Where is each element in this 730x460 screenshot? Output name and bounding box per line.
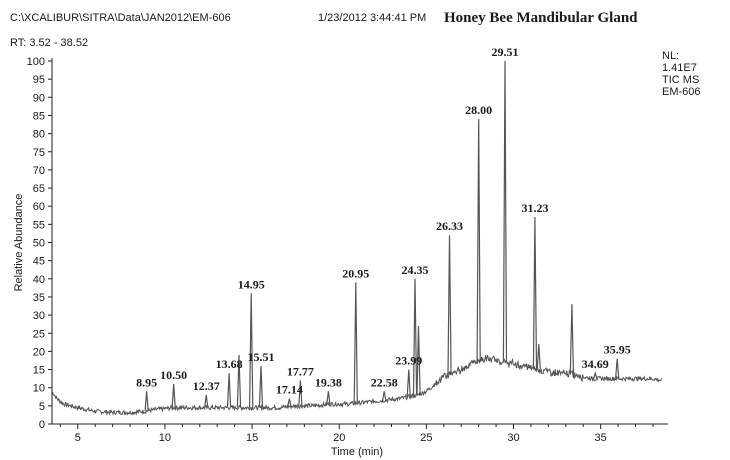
info-nl-value: 1.41E7: [662, 62, 697, 74]
x-tick-label: 15: [246, 432, 258, 444]
y-tick-label: 30: [33, 310, 45, 322]
x-tick-label: 10: [159, 432, 171, 444]
x-tick-label: 30: [507, 432, 519, 444]
peak-label: 14.95: [238, 277, 265, 291]
y-tick-label: 15: [33, 365, 45, 377]
peak-line: [144, 391, 149, 411]
peak-line: [298, 380, 303, 406]
y-tick-label: 100: [27, 56, 45, 68]
y-tick-label: 0: [39, 419, 45, 431]
peak-label: 28.00: [465, 103, 492, 117]
peak-label: 13.68: [216, 357, 243, 371]
y-tick-label: 45: [33, 256, 45, 268]
peak-label: 34.69: [582, 357, 609, 371]
y-tick-label: 95: [33, 74, 45, 86]
y-tick-label: 55: [33, 219, 45, 231]
rt-range: RT: 3.52 - 38.52: [10, 37, 89, 49]
baseline-trace: [51, 354, 663, 417]
peak-line: [416, 325, 421, 395]
y-tick-label: 75: [33, 147, 45, 159]
y-tick-label: 25: [33, 328, 45, 340]
acquisition-timestamp: 1/23/2012 3:44:41 PM: [318, 12, 427, 24]
peak-line: [249, 293, 254, 408]
y-tick-label: 50: [33, 238, 45, 250]
peak-label: 23.99: [395, 354, 422, 368]
peak-line: [593, 371, 598, 379]
y-tick-label: 60: [33, 201, 45, 213]
peak-label: 24.35: [402, 263, 429, 277]
y-tick-label: 70: [33, 165, 45, 177]
x-tick-label: 35: [595, 432, 607, 444]
peak-label: 22.58: [371, 375, 398, 389]
peak-line: [353, 282, 358, 404]
peak-line: [204, 394, 209, 408]
peak-label: 12.37: [193, 379, 220, 393]
chart-title: Honey Bee Mandibular Gland: [444, 10, 638, 26]
peak-label: 10.50: [160, 368, 187, 382]
peak-line: [476, 119, 481, 361]
y-tick-label: 10: [33, 383, 45, 395]
peak-line: [287, 398, 292, 407]
peak-line: [502, 60, 508, 363]
peak-line: [532, 217, 538, 369]
peak-line: [226, 373, 232, 408]
peak-label: 29.51: [491, 45, 518, 59]
peak-line: [171, 384, 176, 408]
peak-line: [258, 365, 264, 408]
y-tick-label: 40: [33, 274, 45, 286]
peak-label: 19.38: [315, 375, 342, 389]
y-tick-label: 90: [33, 92, 45, 104]
peak-label: 31.23: [521, 201, 548, 215]
peak-label: 20.95: [342, 266, 369, 280]
info-box: NL: 1.41E7 TIC MS EM-606: [662, 50, 701, 98]
peak-line: [412, 278, 418, 396]
peak-label: 35.95: [604, 343, 631, 357]
x-tick-label: 5: [75, 432, 81, 444]
peak-label: 26.33: [436, 219, 463, 233]
peak-line: [406, 369, 411, 397]
peak-line: [326, 391, 331, 405]
y-tick-label: 85: [33, 110, 45, 122]
info-sample-id: EM-606: [662, 86, 701, 98]
x-axis-label: Time (min): [331, 446, 383, 458]
x-tick-label: 25: [420, 432, 432, 444]
x-tick-label: 20: [333, 432, 345, 444]
y-tick-label: 80: [33, 129, 45, 141]
peak-label: 17.77: [287, 364, 314, 378]
peak-label: 17.14: [276, 383, 303, 397]
file-path: C:\XCALIBUR\SITRA\Data\JAN2012\EM-606: [10, 12, 231, 24]
peak-label: 15.51: [247, 350, 274, 364]
axes: 0 5 10 15 20 25 30 35 40 45 50 55 60 65 70 75 80 85 90 95 10…: [13, 56, 668, 458]
info-nl-label: NL:: [662, 50, 680, 62]
y-tick-label: 65: [33, 183, 45, 195]
y-axis-label: Relative Abundance: [13, 194, 25, 292]
peak-line: [569, 304, 575, 375]
peak-line: [382, 391, 387, 401]
peak-line: [236, 354, 242, 408]
peak-line: [536, 344, 541, 370]
info-scan-type: TIC MS: [662, 74, 700, 86]
y-tick-label: 20: [33, 346, 45, 358]
y-tick-label: 5: [39, 401, 45, 413]
peak-label: 8.95: [136, 375, 157, 389]
tic-trace: [51, 60, 663, 417]
y-tick-label: 35: [33, 292, 45, 304]
peak-line: [615, 358, 620, 379]
peak-line: [447, 235, 452, 375]
